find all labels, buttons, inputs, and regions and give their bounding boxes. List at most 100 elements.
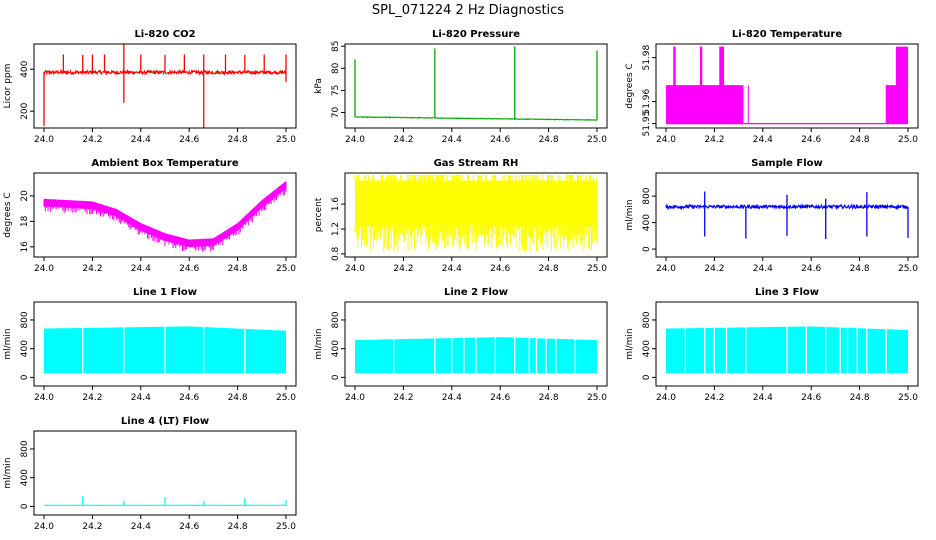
y-tick-label: 0	[642, 374, 652, 380]
x-tick-label: 24.8	[228, 135, 248, 145]
x-tick-label: 24.4	[131, 264, 151, 274]
panel-title: Line 4 (LT) Flow	[121, 416, 209, 427]
x-tick-label: 24.6	[490, 393, 510, 403]
step-block	[895, 46, 908, 124]
y-tick-label: 1.2	[331, 222, 341, 236]
y-tick-label: 70	[331, 107, 341, 119]
y-tick-label: 800	[642, 311, 652, 328]
x-tick-label: 24.8	[539, 393, 559, 403]
y-axis-label: degrees C	[625, 63, 635, 108]
x-tick-label: 25.0	[276, 522, 296, 532]
x-tick-label: 24.6	[801, 264, 821, 274]
x-tick-label: 24.6	[179, 264, 199, 274]
x-tick-label: 24.0	[34, 393, 54, 403]
y-axis-label: ml/min	[314, 328, 324, 359]
y-tick-label: 800	[20, 311, 30, 328]
x-tick-label: 24.4	[131, 522, 151, 532]
plot-frame	[655, 172, 919, 258]
y-axis-label: degrees C	[3, 192, 13, 237]
x-tick-label: 24.6	[490, 135, 510, 145]
x-tick-label: 24.2	[704, 135, 724, 145]
x-tick-label: 25.0	[587, 264, 607, 274]
x-tick-label: 24.2	[82, 135, 102, 145]
series-band	[44, 181, 286, 248]
x-tick-label: 24.0	[656, 135, 676, 145]
y-axis-label: kPa	[314, 78, 324, 94]
x-tick-label: 24.2	[704, 264, 724, 274]
x-tick-label: 24.4	[753, 393, 773, 403]
series-line	[354, 115, 597, 121]
chart-panel: Gas Stream RH 24.0 24.2 24.4 24.6 24.8 25.0 0.8…	[314, 158, 608, 274]
x-tick-label: 24.6	[490, 264, 510, 274]
panel-title: Li-820 Pressure	[432, 29, 520, 40]
y-tick-label: 51.96	[642, 88, 652, 114]
y-tick-label: 400	[20, 340, 30, 357]
step-block	[673, 46, 676, 124]
x-tick-label: 24.4	[753, 135, 773, 145]
panel-title: Line 2 Flow	[444, 287, 508, 298]
y-tick-label: 51.98	[642, 44, 652, 70]
y-tick-label: 85	[331, 40, 341, 51]
plot-frame	[33, 43, 297, 129]
x-tick-label: 24.8	[850, 135, 870, 145]
panel-title: Gas Stream RH	[434, 158, 519, 169]
x-tick-label: 25.0	[587, 393, 607, 403]
series-4	[354, 174, 598, 252]
series-6	[44, 302, 286, 386]
x-tick-label: 24.8	[539, 135, 559, 145]
x-tick-label: 24.4	[131, 135, 151, 145]
x-tick-label: 24.2	[82, 522, 102, 532]
y-tick-label: 400	[20, 60, 30, 77]
x-tick-label: 24.4	[131, 393, 151, 403]
y-tick-label: 16	[20, 241, 30, 253]
y-tick-label: 400	[642, 214, 652, 231]
y-axis-label: ml/min	[625, 328, 635, 359]
x-tick-label: 24.6	[801, 135, 821, 145]
y-axis-label: ml/min	[3, 328, 13, 359]
x-tick-label: 24.6	[801, 393, 821, 403]
panel-title: Sample Flow	[751, 158, 823, 169]
y-axis-label: ml/min	[625, 199, 635, 230]
x-tick-label: 24.8	[850, 264, 870, 274]
y-tick-label: 20	[20, 190, 30, 202]
y-axis-label: percent	[314, 197, 324, 232]
panel-title: Line 1 Flow	[133, 287, 197, 298]
series-0	[43, 44, 287, 128]
x-tick-label: 25.0	[898, 135, 918, 145]
chart-panel: Li-820 Temperature 24.0 24.2 24.4 24.6 24.8 25…	[625, 29, 919, 145]
y-tick-label: 400	[20, 469, 30, 486]
chart-panel: Ambient Box Temperature 24.0 24.2 24.4 24.6 2…	[3, 158, 297, 274]
series-band	[355, 180, 597, 226]
x-tick-label: 25.0	[898, 264, 918, 274]
x-tick-label: 24.0	[345, 264, 365, 274]
chart-panel: Line 2 Flow 24.0 24.2 24.4 24.6 24.8 25.0 0 400 8…	[314, 287, 608, 403]
plot-frame	[344, 301, 608, 387]
series-9	[43, 496, 287, 507]
chart-panel: Li-820 CO2 24.0 24.2 24.4 24.6 24.8 25.0 200 400…	[3, 29, 297, 145]
step-block	[699, 46, 703, 124]
x-tick-label: 24.6	[179, 393, 199, 403]
y-tick-label: 0	[331, 374, 341, 380]
y-tick-label: 800	[642, 187, 652, 204]
x-tick-label: 25.0	[276, 393, 296, 403]
x-tick-label: 25.0	[898, 393, 918, 403]
series-5	[665, 191, 909, 240]
panel-title: Li-820 Temperature	[732, 29, 842, 40]
y-tick-label: 0	[20, 374, 30, 380]
x-tick-label: 24.0	[656, 393, 676, 403]
x-tick-label: 24.2	[393, 135, 413, 145]
y-tick-label: 400	[331, 340, 341, 357]
x-tick-label: 24.2	[82, 393, 102, 403]
x-tick-label: 24.8	[228, 522, 248, 532]
x-tick-label: 24.0	[34, 522, 54, 532]
plot-frame	[655, 43, 919, 129]
plot-frame	[33, 301, 297, 387]
y-tick-label: 1.6	[331, 197, 341, 212]
series-1	[354, 46, 598, 121]
x-tick-label: 24.4	[753, 264, 773, 274]
x-tick-label: 24.0	[345, 393, 365, 403]
y-tick-label: 800	[331, 311, 341, 328]
x-tick-label: 25.0	[276, 135, 296, 145]
x-tick-label: 24.4	[442, 135, 462, 145]
